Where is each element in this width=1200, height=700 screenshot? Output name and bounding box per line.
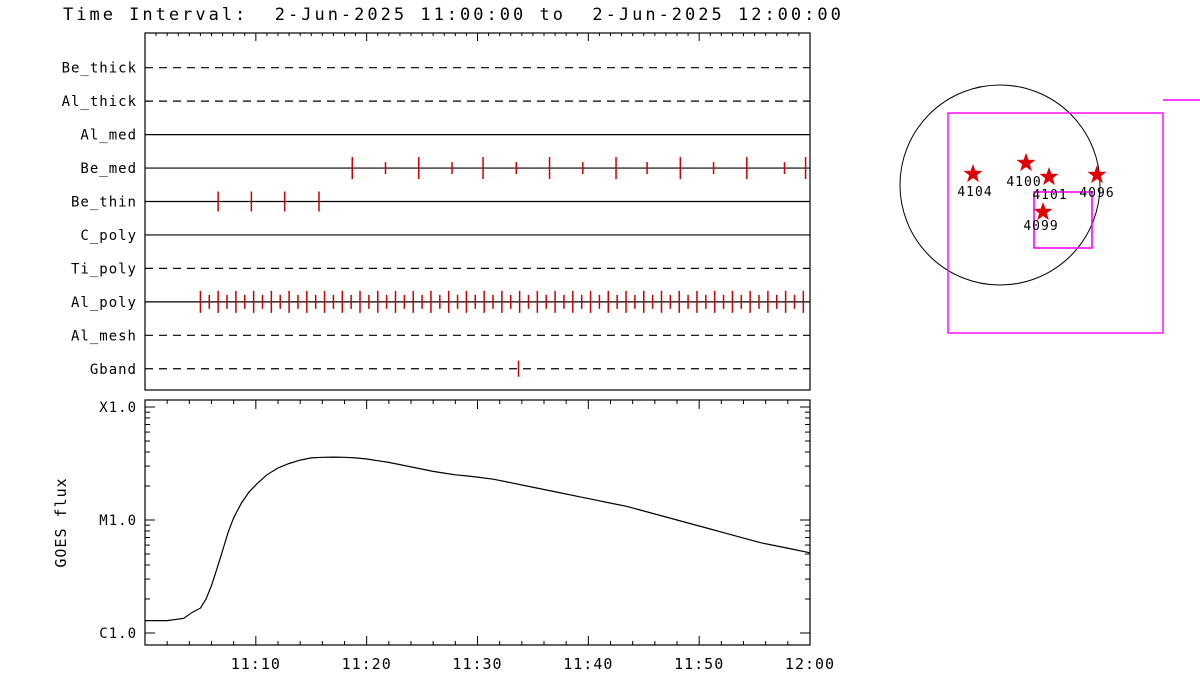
filter-row-Be_med: Be_med	[80, 157, 810, 180]
active-region-star-icon	[1016, 153, 1036, 172]
active-region-4096: 4096	[1079, 165, 1114, 201]
active-region-label: 4104	[957, 185, 992, 200]
filter-row-Be_thin: Be_thin	[71, 191, 810, 212]
goes-xtick-label: 11:30	[452, 655, 502, 673]
filter-row-label: Al_mesh	[71, 328, 137, 344]
filter-row-Be_thick: Be_thick	[62, 61, 810, 77]
filter-row-label: Be_med	[80, 161, 137, 177]
solar-limb	[899, 84, 1101, 286]
goes-ytick-label: C1.0	[99, 626, 137, 642]
filter-row-Ti_poly: Ti_poly	[71, 261, 810, 277]
chart-title: Time Interval: 2-Jun-2025 11:00:00 to 2-…	[63, 5, 844, 25]
filter-row-label: Be_thin	[71, 195, 137, 211]
active-region-label: 4096	[1079, 186, 1114, 201]
fov-box	[947, 112, 1164, 334]
filter-row-C_poly: C_poly	[80, 228, 810, 244]
active-region-4104: 4104	[957, 164, 992, 200]
active-region-star-icon	[1087, 165, 1107, 184]
goes-xtick-label: 11:40	[563, 655, 613, 673]
active-region-label: 4101	[1032, 188, 1067, 203]
filter-row-Al_mesh: Al_mesh	[71, 328, 810, 344]
goes-xtick-label: 11:50	[674, 655, 724, 673]
active-region-star-icon	[963, 164, 983, 183]
filter-row-Al_med: Al_med	[80, 128, 810, 144]
filter-row-Al_poly: Al_poly	[71, 290, 810, 313]
active-region-4101: 4101	[1032, 167, 1067, 203]
active-region-star-icon	[1039, 167, 1059, 186]
filter-row-label: Al_poly	[71, 295, 137, 311]
filter-row-label: Al_med	[80, 128, 137, 144]
goes-flux-curve	[145, 456, 811, 622]
filter-row-label: Ti_poly	[71, 261, 137, 277]
goes-ytick-label: M1.0	[99, 513, 137, 529]
goes-flux-panel: C1.0 M1.0 X1.0 11:10 11:20 11:30 11:40 11:50 12:…	[52, 399, 835, 673]
goes-xtick-label: 11:10	[231, 655, 281, 673]
filter-row-label: C_poly	[80, 228, 137, 244]
target-box	[1033, 191, 1093, 249]
filter-row-label: Gband	[90, 362, 137, 378]
filter-row-label: Al_thick	[62, 94, 137, 110]
goes-ytick-label: X1.0	[99, 400, 137, 416]
active-region-label: 4100	[1006, 175, 1041, 190]
goes-ylabel: GOES flux	[52, 477, 70, 567]
goes-panel-frame	[144, 399, 811, 646]
filter-row-Gband: Gband	[90, 360, 810, 378]
filter-row-Al_thick: Al_thick	[62, 94, 810, 110]
filter-panel-frame	[144, 32, 811, 391]
active-region-star-icon	[1033, 202, 1053, 221]
filter-timeline-panel: Be_thick Al_thick Al_med Be_med Be_thin C_pol…	[62, 32, 811, 391]
filter-row-label: Be_thick	[62, 61, 137, 77]
active-region-label: 4099	[1023, 219, 1058, 234]
active-region-4100: 4100	[1006, 153, 1041, 190]
goes-xtick-label: 12:00	[785, 655, 835, 673]
goes-xtick-label: 11:20	[342, 655, 392, 673]
active-region-4099: 4099	[1023, 202, 1058, 234]
